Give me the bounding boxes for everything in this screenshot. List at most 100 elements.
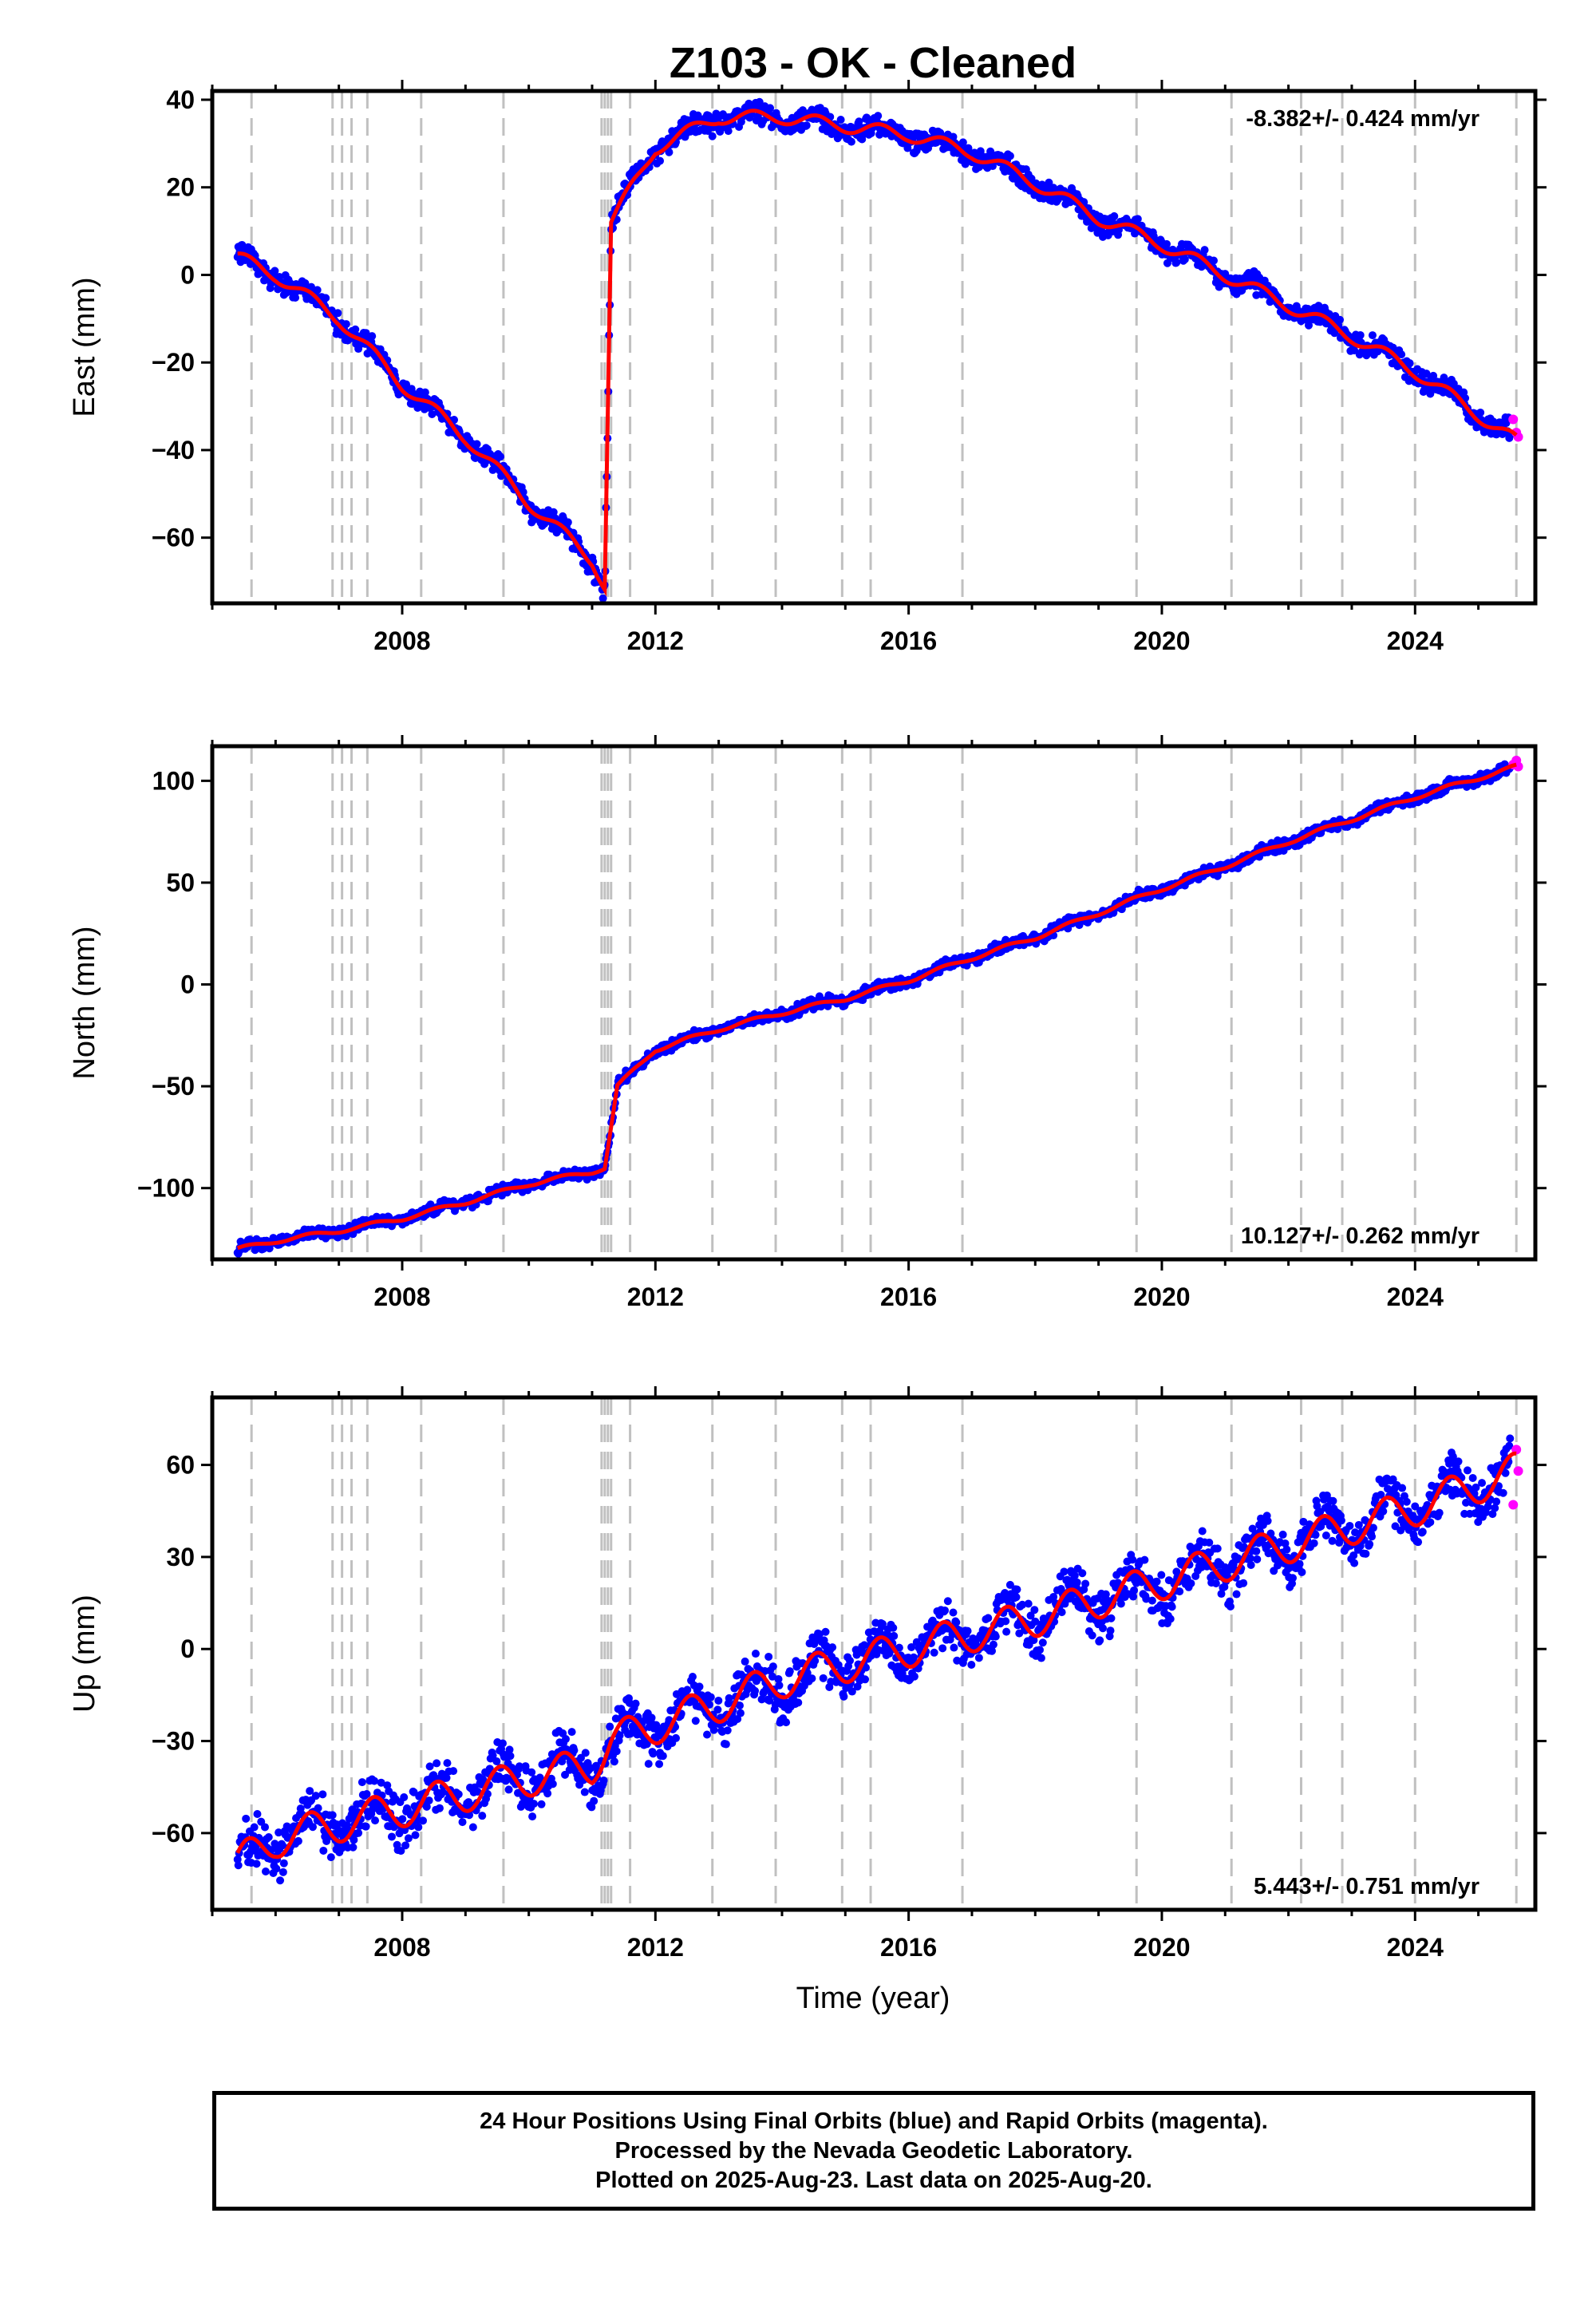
final-orbit-point <box>706 1693 715 1701</box>
final-orbit-point <box>261 1867 270 1876</box>
final-orbit-point <box>1073 1578 1081 1587</box>
final-orbit-point <box>272 1864 281 1873</box>
final-orbit-point <box>279 1867 287 1876</box>
final-orbit-point <box>318 1790 327 1799</box>
final-orbit-point <box>655 1760 664 1769</box>
final-orbit-point <box>874 112 883 121</box>
final-orbit-point <box>1099 1624 1108 1633</box>
final-orbit-point <box>404 1834 413 1843</box>
final-orbit-point <box>949 132 958 141</box>
final-orbit-point <box>683 1686 692 1694</box>
final-orbit-point <box>1246 1560 1255 1569</box>
final-orbit-point <box>714 1696 723 1705</box>
final-orbit-point <box>724 127 733 136</box>
final-orbit-point <box>991 1632 1000 1641</box>
final-orbit-point <box>802 121 811 130</box>
final-orbit-point <box>1106 1626 1115 1635</box>
final-orbit-point <box>1253 1555 1262 1563</box>
y-axis-label: North (mm) <box>68 926 101 1079</box>
final-orbit-point <box>253 1809 262 1818</box>
final-orbit-point <box>581 1749 590 1757</box>
final-orbit-point <box>498 1739 507 1748</box>
y-tick-label: 20 <box>166 173 195 202</box>
final-orbit-point <box>1213 1544 1222 1553</box>
final-orbit-point <box>1180 255 1189 263</box>
final-orbit-point <box>599 1776 608 1784</box>
model-fit-line <box>236 762 1517 1251</box>
final-orbit-point <box>606 1722 614 1731</box>
final-orbit-point <box>847 137 855 146</box>
x-tick-label: 2016 <box>880 626 937 655</box>
final-orbit-point <box>1289 1574 1298 1583</box>
final-orbit-point <box>1440 373 1448 382</box>
final-orbit-point <box>1036 1646 1045 1654</box>
final-orbit-point <box>836 116 845 124</box>
final-orbit-point <box>695 1682 704 1691</box>
final-orbit-point <box>1198 1527 1207 1535</box>
final-orbit-point <box>963 1626 972 1635</box>
final-orbit-point <box>1336 315 1345 324</box>
final-orbit-points <box>233 760 1515 1258</box>
y-tick-label: 40 <box>166 85 195 114</box>
final-orbit-point <box>821 1627 830 1636</box>
x-tick-label: 2024 <box>1387 626 1444 655</box>
final-orbit-point <box>252 1860 261 1868</box>
final-orbit-point <box>598 594 607 603</box>
final-orbit-point <box>326 1853 335 1862</box>
final-orbit-point <box>328 1811 337 1820</box>
final-orbit-point <box>1013 1585 1021 1594</box>
final-orbit-point <box>808 1674 816 1683</box>
x-tick-label: 2012 <box>627 1282 684 1311</box>
x-tick-label: 2012 <box>627 626 684 655</box>
final-orbit-point <box>1232 1590 1241 1599</box>
final-orbit-point <box>610 1757 618 1766</box>
final-orbit-point <box>1175 1587 1184 1596</box>
final-orbit-point <box>721 1740 730 1749</box>
final-orbit-point <box>1157 1571 1166 1579</box>
y-tick-label: 0 <box>180 260 195 289</box>
final-orbit-point <box>342 320 350 329</box>
final-orbit-point <box>264 1832 273 1841</box>
final-orbit-point <box>984 1614 993 1622</box>
final-orbit-point <box>433 1759 441 1768</box>
final-orbit-point <box>250 1823 259 1832</box>
final-orbit-point <box>1172 258 1181 267</box>
final-orbit-point <box>371 1816 380 1825</box>
x-tick-label: 2024 <box>1387 1282 1444 1311</box>
final-orbit-point <box>537 1800 546 1808</box>
final-orbit-point <box>419 1816 428 1825</box>
final-orbit-point <box>1045 178 1053 187</box>
final-orbit-point <box>506 1752 515 1761</box>
final-orbit-point <box>478 1812 487 1820</box>
final-orbit-point <box>713 1705 722 1714</box>
final-orbit-point <box>561 1735 570 1744</box>
final-orbit-point <box>549 508 558 516</box>
final-orbit-point <box>943 1597 952 1606</box>
final-orbit-point <box>351 325 360 334</box>
final-orbit-point <box>1130 1586 1139 1595</box>
final-orbit-point <box>1005 152 1014 160</box>
final-orbit-point <box>319 1846 328 1855</box>
final-orbit-point <box>1295 1559 1304 1568</box>
final-orbit-point <box>1001 1617 1010 1626</box>
final-orbit-point <box>411 1831 420 1840</box>
final-orbit-point <box>313 286 322 294</box>
final-orbit-point <box>612 1747 621 1756</box>
final-orbit-point <box>414 1823 423 1832</box>
final-orbit-point <box>261 1823 270 1832</box>
final-orbit-point <box>1133 215 1142 223</box>
final-orbit-point <box>725 1694 733 1702</box>
final-orbit-point <box>279 1859 288 1867</box>
final-orbit-point <box>974 1654 983 1662</box>
final-orbit-point <box>1282 1545 1291 1554</box>
final-orbit-point <box>449 1767 458 1776</box>
final-orbit-point <box>1116 1599 1125 1608</box>
final-orbit-point <box>989 1640 998 1649</box>
y-tick-label: −20 <box>152 348 195 377</box>
x-tick-label: 2016 <box>880 1282 937 1311</box>
final-orbit-point <box>1078 1569 1087 1578</box>
final-orbit-point <box>1060 1567 1069 1576</box>
